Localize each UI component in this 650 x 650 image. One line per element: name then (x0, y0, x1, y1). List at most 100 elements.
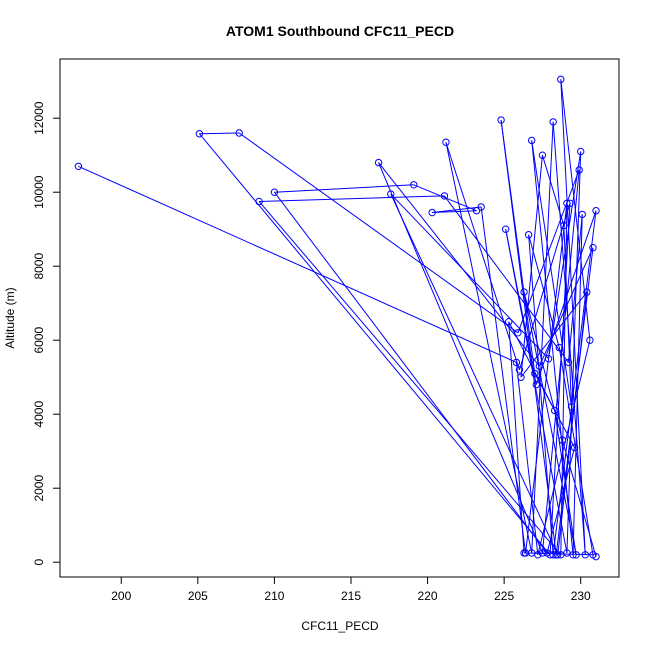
data-point (512, 358, 521, 367)
data-point (524, 231, 533, 239)
data-point (563, 199, 571, 208)
data-point (520, 549, 528, 557)
series-segment (500, 119, 536, 374)
series-segment (535, 210, 597, 385)
series-segment (552, 121, 586, 555)
series-segment (259, 195, 445, 202)
data-point (428, 208, 436, 217)
series-segment (274, 184, 414, 193)
series-segment (480, 206, 527, 554)
data-point (528, 136, 536, 145)
series-segment (508, 321, 556, 411)
data-point (515, 366, 524, 374)
y-tick-label: 2000 (32, 475, 46, 502)
data-point (235, 129, 243, 137)
series-segment (566, 151, 582, 553)
data-point (567, 403, 576, 411)
data-point (532, 380, 540, 389)
x-tick-label: 210 (264, 589, 284, 603)
series-segment (390, 193, 549, 360)
x-tick-label: 200 (111, 589, 131, 603)
y-tick-label: 0 (32, 559, 46, 566)
series-segment (552, 210, 597, 555)
series-segment (554, 410, 577, 555)
x-tick-label: 215 (341, 589, 361, 603)
series-segment (258, 201, 562, 556)
data-point (577, 147, 585, 156)
series-lines (78, 79, 597, 557)
chart-title: ATOM1 Southbound CFC11_PECD (226, 23, 454, 39)
series-segment (523, 291, 563, 441)
y-tick-label: 6000 (32, 327, 46, 354)
data-point (575, 166, 583, 174)
y-tick-label: 12000 (32, 101, 46, 135)
x-tick-label: 220 (418, 589, 438, 603)
data-point (572, 551, 580, 559)
x-axis-label: CFC11_PECD (301, 619, 378, 633)
series-segment (557, 292, 588, 555)
data-point (501, 225, 510, 233)
series-segment (537, 340, 591, 555)
series-segment (567, 214, 583, 363)
series-segment (560, 203, 568, 555)
data-point (410, 181, 418, 189)
series-segment (78, 165, 517, 363)
series-segment (541, 155, 565, 226)
series-segment (274, 191, 548, 554)
x-axis: 200 205 210 215 220 225 230 (111, 576, 591, 603)
data-point (440, 192, 449, 200)
series-segment (538, 247, 594, 367)
data-point (578, 210, 586, 219)
data-point (586, 336, 594, 344)
data-point (472, 207, 481, 215)
data-point (581, 551, 590, 559)
x-tick-label: 230 (571, 589, 591, 603)
series-segment (238, 132, 519, 334)
data-point (531, 369, 539, 378)
data-point (270, 188, 279, 196)
data-point (557, 75, 565, 84)
data-point (195, 130, 204, 138)
data-point (535, 362, 544, 370)
data-point (544, 355, 553, 363)
series-segment (528, 234, 554, 555)
data-point (505, 318, 513, 326)
x-tick-label: 225 (494, 589, 514, 603)
data-point (538, 151, 547, 159)
x-tick-label: 205 (188, 589, 208, 603)
series-segment (199, 132, 240, 135)
y-axis-label: Altitude (m) (3, 287, 17, 348)
data-point (514, 329, 522, 337)
data-point (583, 288, 591, 296)
y-tick-label: 4000 (32, 401, 46, 428)
data-point (563, 549, 571, 557)
series-segment (198, 133, 551, 556)
series-segment (508, 321, 525, 553)
series-segment (445, 142, 520, 370)
series-segment (432, 206, 482, 214)
data-point (549, 118, 557, 126)
plot-frame (59, 58, 620, 578)
data-point (520, 288, 528, 296)
data-point (550, 406, 559, 415)
data-point (560, 221, 568, 230)
data-point (74, 162, 83, 171)
series-segment (378, 162, 540, 367)
series-segment (572, 214, 583, 555)
y-axis: 0 2000 4000 6000 8000 10000 12000 (32, 101, 61, 566)
data-point (442, 138, 450, 146)
data-point (564, 358, 573, 367)
series-segment (549, 203, 571, 555)
series-segment (561, 439, 597, 557)
series-segment (445, 142, 533, 554)
y-tick-label: 10000 (32, 175, 46, 209)
series-segment (444, 195, 569, 363)
series-segment (432, 210, 477, 214)
data-point (589, 244, 597, 252)
series-segment (505, 229, 537, 385)
data-point (538, 549, 547, 557)
series-segment (520, 155, 543, 378)
data-point (255, 197, 263, 206)
data-point (554, 551, 562, 559)
